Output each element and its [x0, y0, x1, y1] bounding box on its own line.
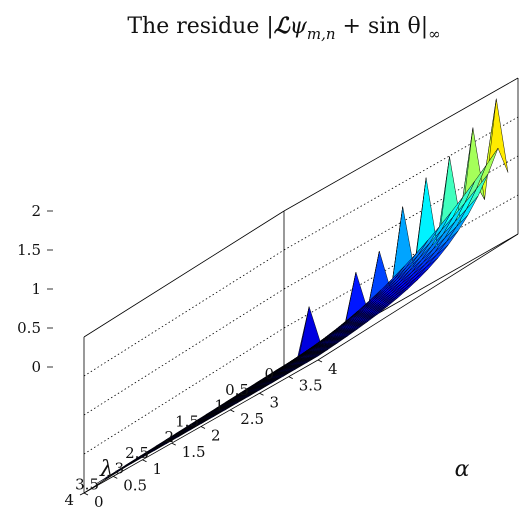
y-tick-mark: [113, 476, 118, 479]
x-tick-mark: [79, 492, 85, 496]
x-tick-mark: [129, 461, 135, 464]
z-tick-label: 2: [31, 202, 41, 220]
y-tick-label: 1: [153, 460, 163, 478]
grid-lines: [83, 116, 519, 455]
x-tick-label: 1: [214, 397, 224, 415]
x-tick-mark: [179, 429, 185, 433]
box-back-edges: [83, 77, 519, 494]
x-tick-label: 3: [114, 460, 124, 478]
y-tick-mark: [317, 359, 323, 363]
box-edge: [317, 233, 519, 361]
y-tick-mark: [259, 392, 264, 396]
z-tick-label: 0.5: [17, 319, 41, 337]
y-tick-label: 3: [270, 393, 280, 411]
y-tick-mark: [200, 426, 206, 429]
z-tick-label: 0: [31, 358, 41, 376]
x-tick-mark: [154, 445, 160, 449]
z-axis-ticks: 0 0.5 1 1.5 2: [17, 202, 53, 376]
x-axis-ticks: 00.511.522.533.54: [64, 365, 285, 509]
box-edge: [83, 210, 285, 338]
x-tick-label: 1.5: [175, 412, 199, 430]
x-tick-label: 2: [164, 428, 174, 446]
y-axis-label: α: [455, 457, 470, 482]
y-axis-ticks: 00.511.522.533.54: [83, 359, 338, 511]
box-edge: [283, 77, 519, 212]
x-tick-mark: [204, 413, 210, 417]
y-tick-mark: [171, 442, 176, 446]
surface: [95, 98, 509, 485]
z-tick-label: 1.5: [17, 241, 41, 259]
y-tick-mark: [230, 409, 235, 413]
x-tick-mark: [229, 398, 235, 401]
x-tick-label: 3.5: [75, 475, 99, 493]
z-gridline: [283, 194, 519, 329]
y-tick-label: 3.5: [299, 377, 323, 395]
x-tick-label: 0.5: [225, 381, 249, 399]
x-tick-label: 0: [264, 365, 274, 383]
surface-patch: [95, 470, 118, 485]
y-tick-mark: [83, 492, 89, 496]
y-tick-mark: [288, 376, 293, 379]
y-tick-label: 0.5: [123, 476, 147, 494]
x-tick-mark: [279, 366, 285, 370]
y-tick-label: 0: [94, 493, 104, 511]
y-tick-mark: [142, 459, 147, 463]
z-gridline: [83, 249, 285, 377]
x-tick-mark: [104, 476, 110, 480]
y-tick-label: 4: [328, 360, 338, 378]
z-gridline: [283, 116, 519, 251]
x-axis-label: λ: [99, 457, 114, 482]
x-tick-label: 2.5: [125, 444, 149, 462]
y-tick-label: 2.5: [240, 410, 264, 428]
y-tick-label: 1.5: [182, 443, 206, 461]
z-gridline: [83, 288, 285, 416]
chart-title: The residue |ℒψm,n + sin θ|∞: [127, 13, 440, 43]
z-gridline: [83, 327, 285, 455]
z-tick-label: 1: [31, 280, 41, 298]
x-tick-mark: [254, 382, 260, 386]
y-tick-label: 2: [211, 427, 221, 445]
x-tick-label: 4: [64, 491, 74, 509]
